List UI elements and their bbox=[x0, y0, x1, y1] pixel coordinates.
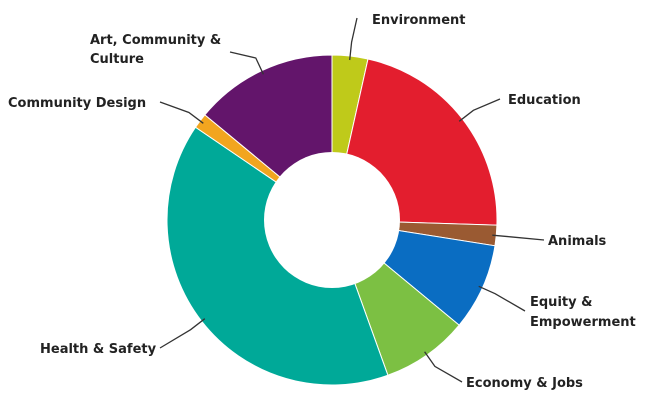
leader-line-health-safety bbox=[159, 318, 206, 349]
label-economy-jobs: Economy & Jobs bbox=[466, 376, 583, 391]
label-health-safety: Health & Safety bbox=[40, 342, 157, 357]
label-animals: Animals bbox=[548, 234, 607, 249]
leader-line-environment bbox=[349, 17, 358, 61]
leader-line-education bbox=[458, 98, 501, 122]
leader-lines bbox=[159, 17, 545, 383]
leader-line-community-design bbox=[159, 101, 204, 124]
donut-hole bbox=[264, 152, 400, 288]
label-environment: Environment bbox=[372, 13, 466, 28]
label-equity-empowerment: Equity & Empowerment bbox=[530, 295, 636, 330]
leader-line-equity-empowerment bbox=[478, 285, 526, 312]
label-education: Education bbox=[508, 93, 581, 108]
leader-line-art-community-culture bbox=[229, 51, 264, 75]
leader-line-animals bbox=[492, 234, 545, 241]
label-community-design: Community Design bbox=[8, 96, 146, 111]
leader-line-economy-jobs bbox=[424, 351, 463, 383]
label-art-community-culture: Art, Community & Culture bbox=[90, 33, 226, 67]
